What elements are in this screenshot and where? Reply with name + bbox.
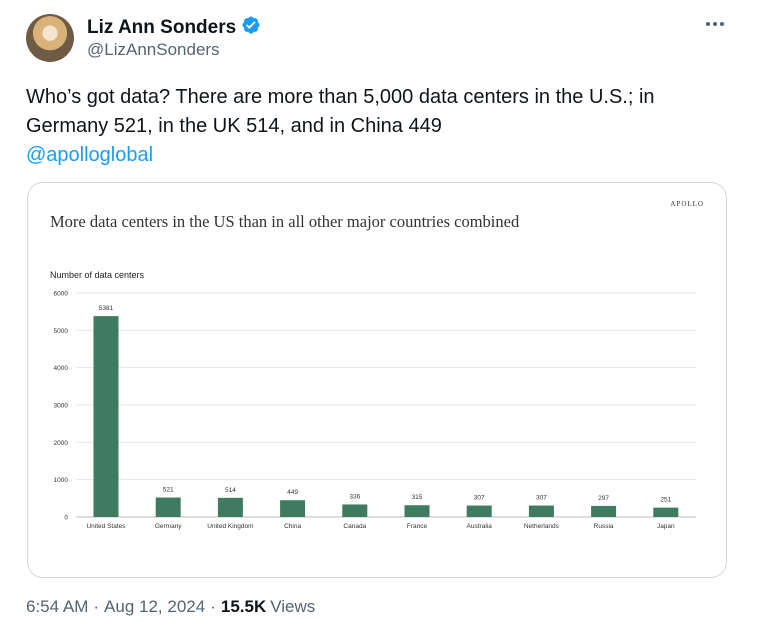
separator: · (93, 597, 100, 616)
y-tick-label: 1000 (54, 477, 69, 484)
tweet-text-line: Germany 521, in the UK 514, and in China… (26, 115, 442, 137)
data-label: 297 (598, 495, 609, 502)
data-label: 307 (536, 495, 547, 502)
bar-china (280, 500, 306, 517)
data-label: 315 (412, 494, 423, 501)
tweet-text-line: Who’s got data? There are more than 5,00… (26, 86, 655, 108)
data-label: 5381 (99, 305, 114, 312)
x-tick-label: Russia (594, 523, 614, 530)
x-tick-label: China (284, 523, 301, 530)
brand-label: APOLLO (670, 200, 704, 208)
data-label: 521 (163, 487, 174, 494)
bar-france (404, 505, 430, 517)
x-tick-label: Japan (657, 523, 675, 530)
y-tick-label: 3000 (54, 403, 69, 410)
verified-badge-icon (241, 15, 261, 40)
data-label: 307 (474, 495, 485, 502)
tweet-date[interactable]: Aug 12, 2024 (104, 597, 206, 616)
x-tick-label: United States (86, 523, 126, 530)
y-tick-label: 5000 (54, 328, 69, 335)
bar-japan (653, 507, 679, 517)
bar-chart: APOLLO More data centers in the US than … (50, 200, 704, 530)
tweet-footer: 6:54 AM · Aug 12, 2024 · 15.5K Views (26, 597, 315, 617)
bar-united-states (93, 316, 119, 517)
avatar[interactable] (26, 14, 74, 62)
author-name[interactable]: Liz Ann Sonders (87, 16, 237, 38)
x-tick-label: France (407, 523, 428, 530)
data-label: 449 (287, 489, 298, 496)
bar-russia (591, 505, 617, 517)
mention-link[interactable]: @apolloglobal (26, 144, 154, 166)
y-tick-label: 2000 (54, 440, 69, 447)
data-label: 251 (660, 497, 671, 504)
data-label: 336 (349, 493, 360, 500)
y-tick-label: 4000 (54, 365, 69, 372)
more-options-icon[interactable] (702, 14, 728, 34)
y-tick-label: 0 (64, 515, 68, 522)
y-tick-label: 6000 (54, 291, 69, 298)
x-tick-label: Australia (467, 523, 493, 530)
author-handle[interactable]: @LizAnnSonders (87, 40, 220, 59)
views-count: 15.5K (220, 597, 267, 616)
bar-germany (155, 497, 181, 517)
bar-netherlands (528, 505, 554, 517)
bar-canada (342, 504, 368, 517)
tweet-time[interactable]: 6:54 AM (26, 597, 89, 616)
y-axis-label: Number of data centers (50, 270, 145, 280)
tweet-text: Who’s got data? There are more than 5,00… (26, 83, 726, 141)
x-tick-label: United Kingdom (207, 523, 253, 530)
chart-title: More data centers in the US than in all … (50, 212, 520, 231)
author-name-row: Liz Ann Sonders (87, 15, 261, 40)
separator: · (210, 597, 216, 616)
data-label: 514 (225, 487, 236, 494)
views-label: Views (270, 597, 316, 616)
x-tick-label: Netherlands (524, 523, 560, 530)
chart-image-card[interactable]: APOLLO More data centers in the US than … (27, 182, 727, 578)
bar-united-kingdom (217, 497, 243, 517)
x-tick-label: Germany (155, 523, 182, 530)
bar-australia (466, 505, 492, 517)
x-tick-label: Canada (343, 523, 366, 530)
